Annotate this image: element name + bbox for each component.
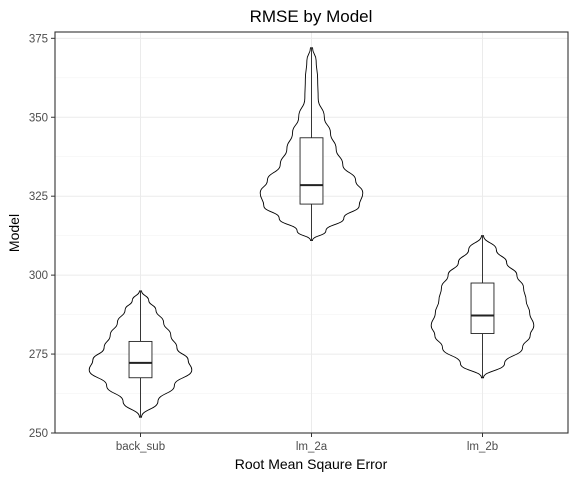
x-tick-label: lm_2a <box>296 441 328 453</box>
violin-back_sub <box>88 290 193 418</box>
box-lm_2a <box>299 137 324 205</box>
violin-lm_2a <box>259 47 364 241</box>
violin-lm_2b <box>430 235 535 379</box>
chart-title: RMSE by Model <box>250 7 373 26</box>
y-axis-title: Model <box>6 214 22 252</box>
violins <box>88 47 535 418</box>
x-tick-label: lm_2b <box>467 441 498 453</box>
y-tick-label: 300 <box>29 270 48 282</box>
y-tick-label: 250 <box>29 428 48 440</box>
axes: 250 275 300 325 350 375 back_sub lm_2a lm_2b <box>29 33 498 453</box>
box-back_sub <box>128 340 153 379</box>
box-lm_2b <box>470 282 495 334</box>
y-tick-label: 325 <box>29 191 48 203</box>
y-tick-label: 275 <box>29 349 48 361</box>
x-axis-title: Root Mean Sqaure Error <box>235 456 388 472</box>
x-tick-label: back_sub <box>116 441 165 453</box>
y-tick-label: 350 <box>29 112 48 124</box>
y-tick-label: 375 <box>29 33 48 45</box>
